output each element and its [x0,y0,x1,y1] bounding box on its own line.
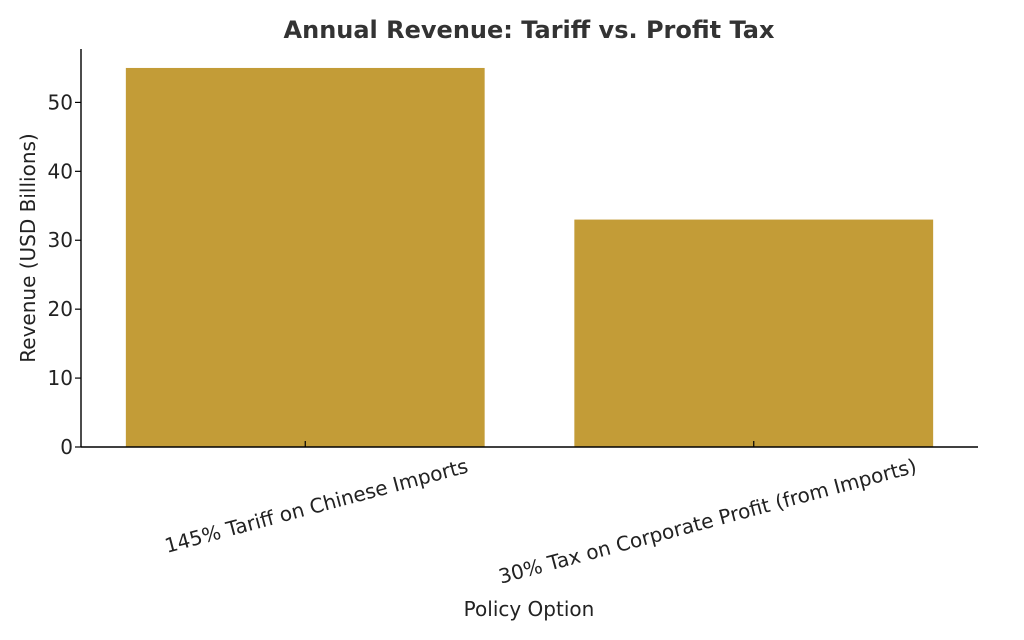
x-tick-label-2: 30% Tax on Corporate Profit (from Import… [496,454,919,589]
x-axis-label: Policy Option [464,597,595,621]
y-tick-label-10: 10 [48,366,73,390]
y-tick-label-30: 30 [48,228,73,252]
y-axis-label: Revenue (USD Billions) [16,133,40,362]
y-tick-label-0: 0 [60,435,73,459]
chart-title: Annual Revenue: Tariff vs. Profit Tax [284,16,775,44]
bar-1 [125,67,485,447]
bars-group [125,67,934,447]
y-tick-label-50: 50 [48,90,73,114]
x-axis-ticks: 145% Tariff on Chinese Imports 30% Tax on… [162,441,919,589]
x-tick-label-1: 145% Tariff on Chinese Imports [162,454,471,558]
y-axis-ticks: 0 10 20 30 40 50 [48,90,81,459]
bar-2 [574,219,934,447]
y-tick-label-20: 20 [48,297,73,321]
y-tick-label-40: 40 [48,159,73,183]
